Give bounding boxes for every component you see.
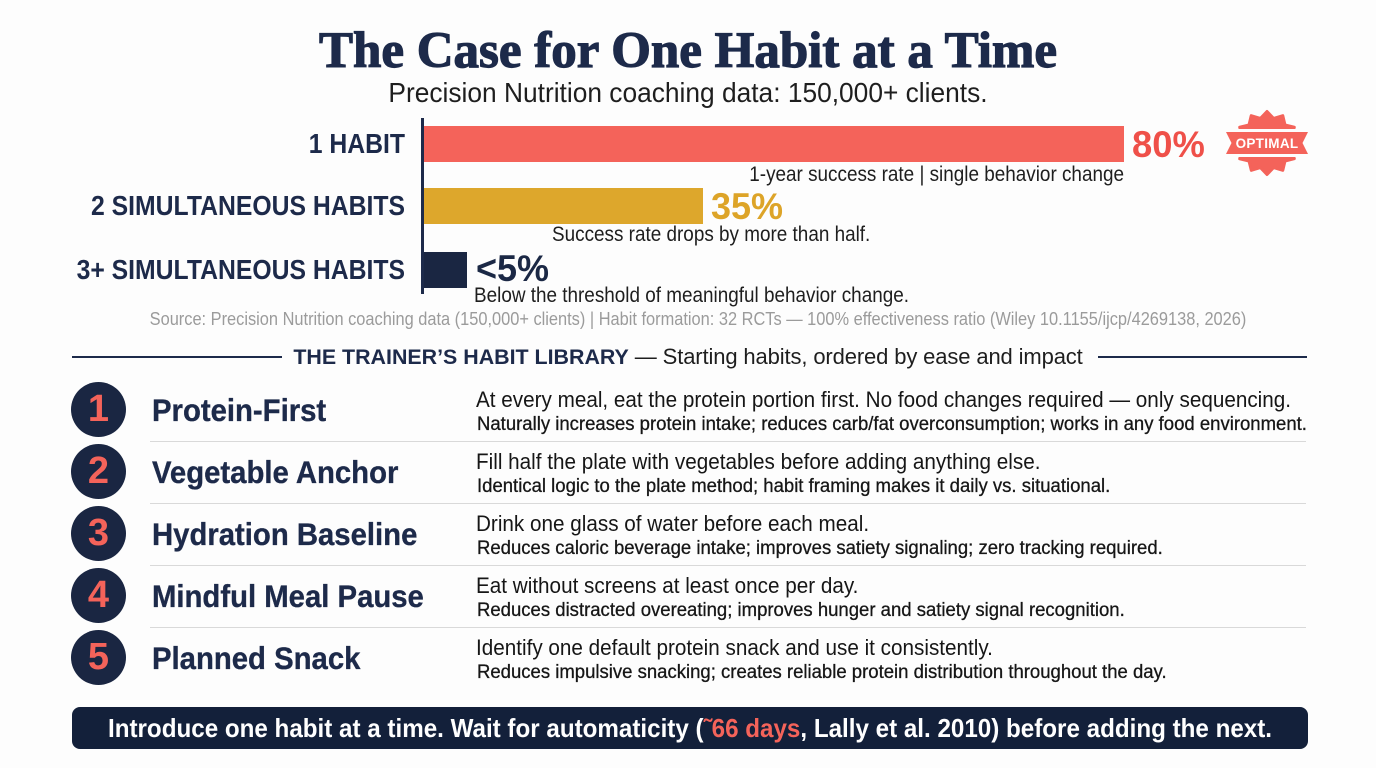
svg-text:OPTIMAL: OPTIMAL bbox=[1236, 136, 1299, 151]
